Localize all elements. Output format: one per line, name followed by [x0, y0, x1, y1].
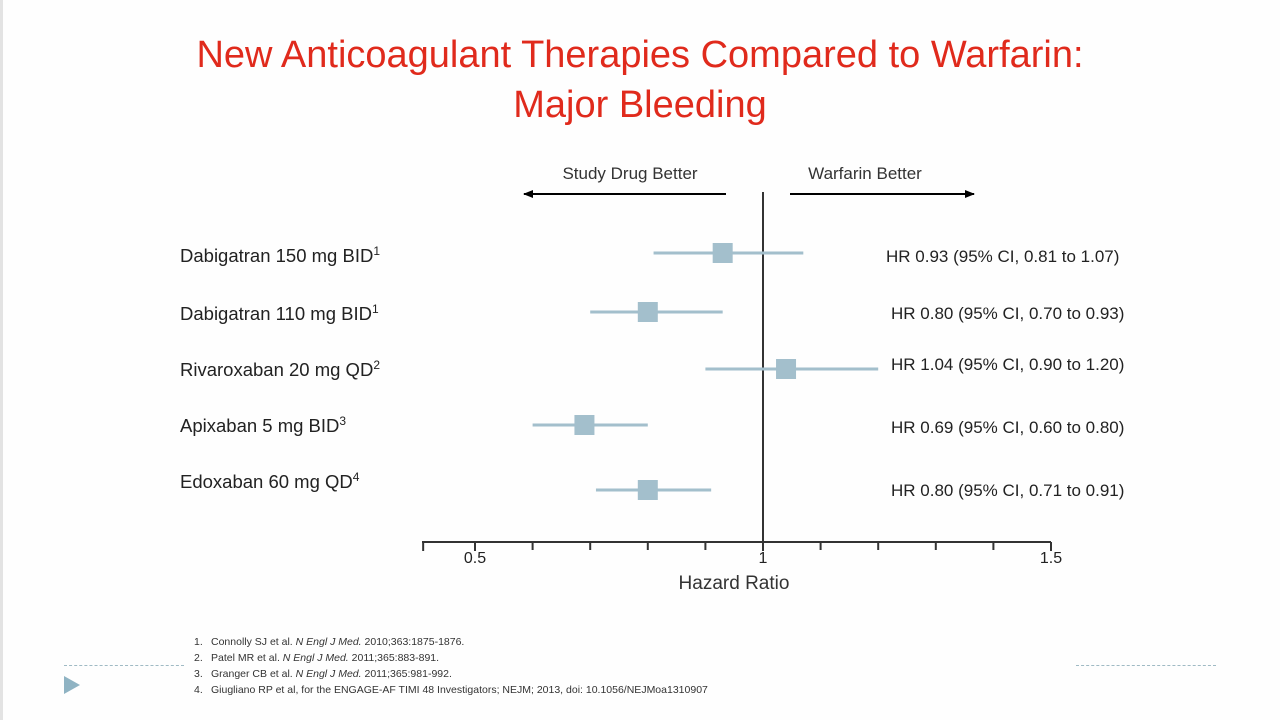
reference-item: 2. Patel MR et al. N Engl J Med. 2011;365… — [194, 652, 440, 664]
x-tick-label: 1.5 — [1040, 550, 1062, 567]
slide-title: New Anticoagulant Therapies Compared to … — [0, 30, 1280, 130]
hr-text: HR 0.80 (95% CI, 0.71 to 0.91) — [891, 481, 1124, 500]
direction-left-label: Study Drug Better — [562, 164, 697, 183]
slide-edge — [0, 0, 3, 720]
row-label: Rivaroxaban 20 mg QD2 — [180, 358, 380, 380]
title-line-1: New Anticoagulant Therapies Compared to … — [196, 34, 1084, 76]
play-icon[interactable] — [64, 676, 80, 694]
x-tick-label: 0.5 — [464, 550, 486, 567]
direction-right-label: Warfarin Better — [808, 164, 922, 183]
hr-marker — [637, 302, 658, 322]
x-tick-label: 1 — [759, 550, 768, 567]
footer-divider-right — [1076, 665, 1216, 666]
footer-divider-left — [64, 665, 184, 666]
hr-marker — [712, 243, 733, 263]
hr-text: HR 0.69 (95% CI, 0.60 to 0.80) — [891, 418, 1124, 437]
hr-text: HR 0.80 (95% CI, 0.70 to 0.93) — [891, 304, 1124, 323]
row-label: Edoxaban 60 mg QD4 — [180, 470, 360, 492]
reference-item: 3. Granger CB et al. N Engl J Med. 2011;3… — [194, 668, 452, 680]
title-line-2: Major Bleeding — [513, 84, 767, 126]
reference-item: 4. Giugliano RP et al, for the ENGAGE-AF … — [194, 684, 708, 696]
hr-marker — [574, 415, 595, 435]
hr-marker — [637, 480, 658, 500]
row-label: Dabigatran 150 mg BID1 — [180, 244, 380, 266]
reference-item: 1. Connolly SJ et al. N Engl J Med. 2010;… — [194, 636, 465, 648]
hr-text: HR 0.93 (95% CI, 0.81 to 1.07) — [886, 247, 1119, 266]
row-label: Dabigatran 110 mg BID1 — [180, 302, 379, 324]
row-label: Apixaban 5 mg BID3 — [180, 414, 346, 436]
hr-marker — [776, 359, 797, 379]
references-list: 1. Connolly SJ et al. N Engl J Med. 2010;… — [194, 634, 708, 698]
x-axis-label: Hazard Ratio — [679, 573, 790, 594]
hr-text: HR 1.04 (95% CI, 0.90 to 1.20) — [891, 355, 1124, 374]
